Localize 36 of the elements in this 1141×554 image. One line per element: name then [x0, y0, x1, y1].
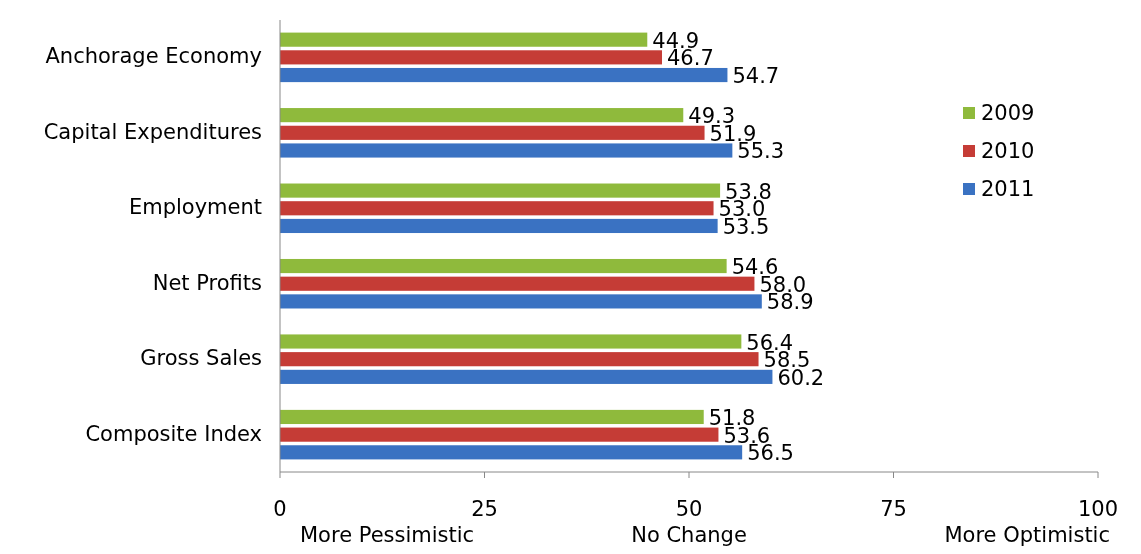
bar: [280, 183, 721, 198]
bar: [280, 143, 733, 158]
text: More Optimistic: [944, 523, 1110, 547]
bar: [280, 369, 773, 384]
text: More Pessimistic: [300, 523, 475, 547]
text: 54.7: [732, 64, 780, 89]
x-tick-label: 0: [273, 497, 287, 521]
bar: [280, 108, 684, 123]
y-tick-label: Capital Expenditures: [43, 119, 262, 144]
text: No Change: [631, 523, 747, 547]
bar: [280, 294, 762, 309]
legend-label: 2011: [981, 177, 1035, 201]
y-tick-label: Anchorage Economy: [45, 44, 262, 69]
bar: [280, 427, 719, 442]
bar: [280, 201, 714, 216]
x-tick-label: 25: [471, 497, 498, 521]
y-tick-label: Employment: [128, 195, 262, 220]
bar: [280, 32, 648, 47]
bar: [280, 67, 728, 83]
y-tick-label: Gross Sales: [140, 346, 262, 371]
bar: [280, 276, 755, 291]
x-tick-label: 75: [880, 497, 907, 521]
bar: [280, 258, 727, 274]
y-tick-label: Composite Index: [85, 421, 262, 446]
bar: [280, 50, 663, 65]
legend-label: 2010: [981, 139, 1035, 163]
legend-label: 2009: [981, 101, 1035, 125]
bar: [280, 409, 704, 425]
x-tick-label: 100: [1077, 497, 1119, 521]
bar: [280, 352, 759, 367]
x-tick-label: 50: [675, 497, 703, 521]
bar: [280, 334, 742, 349]
bar: [280, 125, 705, 140]
y-tick-label: Net Profits: [152, 270, 262, 295]
bar: [280, 218, 718, 234]
bar: [280, 445, 743, 460]
